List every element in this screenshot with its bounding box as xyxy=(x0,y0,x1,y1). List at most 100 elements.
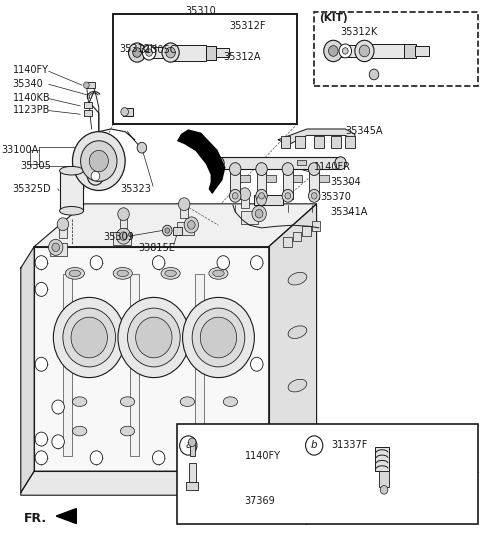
Bar xyxy=(281,136,290,148)
Circle shape xyxy=(182,297,254,377)
Circle shape xyxy=(380,486,388,494)
Circle shape xyxy=(328,46,338,56)
Circle shape xyxy=(116,228,131,244)
Circle shape xyxy=(339,44,351,58)
Circle shape xyxy=(90,451,103,465)
Circle shape xyxy=(180,436,197,455)
Text: 1140FY: 1140FY xyxy=(245,451,281,461)
Circle shape xyxy=(118,297,190,377)
Text: 35345A: 35345A xyxy=(345,126,383,136)
Ellipse shape xyxy=(120,397,135,406)
Circle shape xyxy=(90,256,103,270)
Polygon shape xyxy=(178,130,225,193)
Circle shape xyxy=(342,48,348,54)
Bar xyxy=(266,175,276,182)
Circle shape xyxy=(335,157,346,169)
Text: b: b xyxy=(311,441,317,450)
Circle shape xyxy=(133,48,142,57)
Circle shape xyxy=(35,451,48,465)
Circle shape xyxy=(259,192,264,199)
Bar xyxy=(230,169,240,198)
Circle shape xyxy=(179,198,190,211)
Circle shape xyxy=(252,206,266,222)
Circle shape xyxy=(153,451,165,465)
Bar xyxy=(144,47,201,58)
Bar xyxy=(295,136,305,148)
Bar xyxy=(331,136,340,148)
Circle shape xyxy=(257,195,266,205)
Bar xyxy=(257,169,266,198)
Bar xyxy=(241,194,249,207)
Bar xyxy=(404,44,416,58)
Bar xyxy=(49,243,67,256)
Ellipse shape xyxy=(72,397,87,406)
Bar xyxy=(283,237,292,247)
Circle shape xyxy=(128,308,180,367)
Bar xyxy=(59,224,67,237)
Bar xyxy=(241,211,258,225)
Text: 35312F: 35312F xyxy=(229,21,266,31)
Ellipse shape xyxy=(209,267,228,279)
Bar xyxy=(218,158,340,169)
Bar xyxy=(216,48,229,57)
Circle shape xyxy=(251,256,263,270)
Text: (KIT): (KIT) xyxy=(319,13,348,24)
Polygon shape xyxy=(21,247,34,493)
Text: 35370: 35370 xyxy=(321,192,351,203)
Circle shape xyxy=(52,435,64,449)
Bar xyxy=(63,274,72,456)
Ellipse shape xyxy=(288,326,307,338)
Bar xyxy=(254,195,283,205)
Circle shape xyxy=(166,47,175,58)
Text: 35325D: 35325D xyxy=(12,184,51,194)
Bar xyxy=(240,175,250,182)
Circle shape xyxy=(213,157,224,169)
Bar xyxy=(173,227,181,235)
Circle shape xyxy=(251,358,263,371)
Bar xyxy=(84,102,92,108)
Circle shape xyxy=(162,225,172,236)
Ellipse shape xyxy=(288,272,307,285)
Bar xyxy=(293,232,301,241)
Bar xyxy=(319,175,328,182)
Circle shape xyxy=(251,432,263,446)
Circle shape xyxy=(251,451,263,465)
Ellipse shape xyxy=(180,426,194,436)
Ellipse shape xyxy=(72,426,87,436)
Circle shape xyxy=(81,141,117,181)
Text: 35341A: 35341A xyxy=(330,207,367,217)
Bar xyxy=(310,169,319,198)
Circle shape xyxy=(217,256,229,270)
Bar xyxy=(177,424,479,524)
Circle shape xyxy=(52,243,60,251)
Bar xyxy=(120,214,127,228)
Circle shape xyxy=(137,143,147,153)
Bar xyxy=(130,274,140,456)
Bar xyxy=(189,463,196,482)
Bar xyxy=(379,471,389,487)
Circle shape xyxy=(120,232,127,241)
Circle shape xyxy=(192,308,245,367)
Bar xyxy=(190,442,194,456)
Text: 1123PB: 1123PB xyxy=(12,105,50,115)
Polygon shape xyxy=(278,129,355,145)
Circle shape xyxy=(57,218,69,230)
Circle shape xyxy=(87,167,104,185)
Circle shape xyxy=(136,317,172,358)
Ellipse shape xyxy=(65,267,84,279)
Bar xyxy=(314,12,479,86)
Bar xyxy=(80,157,119,165)
Ellipse shape xyxy=(288,379,307,392)
Bar xyxy=(366,44,405,58)
Circle shape xyxy=(309,163,320,175)
Circle shape xyxy=(355,40,374,62)
Bar xyxy=(186,482,198,490)
Text: 1140KB: 1140KB xyxy=(12,93,50,103)
Ellipse shape xyxy=(60,166,84,175)
Circle shape xyxy=(359,45,370,57)
Text: 33100A: 33100A xyxy=(1,145,39,155)
Text: 37369: 37369 xyxy=(245,496,276,505)
Circle shape xyxy=(239,188,251,200)
Ellipse shape xyxy=(165,270,176,277)
Ellipse shape xyxy=(223,397,238,406)
